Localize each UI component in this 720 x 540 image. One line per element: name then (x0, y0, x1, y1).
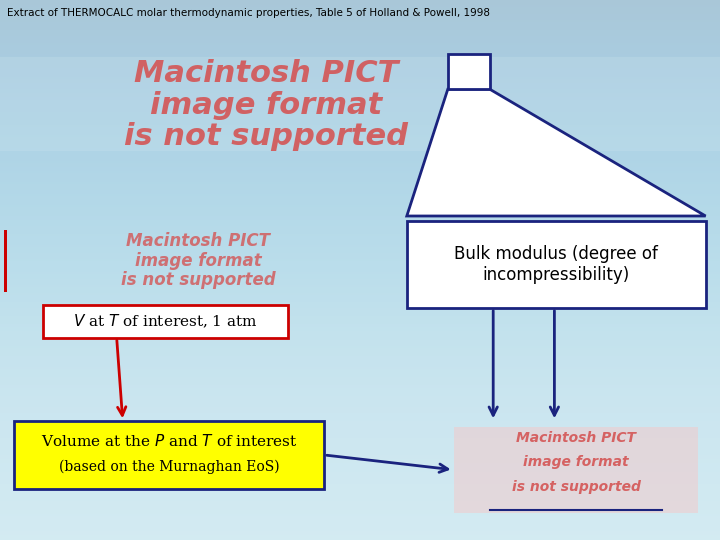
Bar (454, 427, 698, 513)
Bar (14, 421, 324, 489)
Text: is not supported: is not supported (121, 271, 275, 289)
Text: image format: image format (150, 91, 382, 120)
Text: is not supported: is not supported (512, 480, 640, 494)
Text: Macintosh PICT: Macintosh PICT (516, 431, 636, 445)
Bar (0, 57, 720, 151)
Text: Extract of THERMOCALC molar thermodynamic properties, Table 5 of Holland & Powel: Extract of THERMOCALC molar thermodynami… (7, 8, 490, 18)
Polygon shape (407, 89, 706, 216)
Text: Macintosh PICT: Macintosh PICT (134, 59, 399, 89)
Text: (based on the Murnaghan EoS): (based on the Murnaghan EoS) (59, 460, 279, 474)
Text: image format: image format (523, 455, 629, 469)
Text: $V$ at $T$ of interest, 1 atm: $V$ at $T$ of interest, 1 atm (73, 313, 258, 330)
Bar (4, 230, 7, 292)
Bar (448, 54, 490, 89)
Bar (407, 221, 706, 308)
Text: Bulk modulus (degree of
incompressibility): Bulk modulus (degree of incompressibilit… (454, 245, 658, 284)
Text: Macintosh PICT: Macintosh PICT (126, 232, 270, 250)
Text: Volume at the $P$ and $T$ of interest: Volume at the $P$ and $T$ of interest (41, 434, 297, 449)
Text: image format: image format (135, 252, 261, 269)
Text: is not supported: is not supported (125, 122, 408, 151)
Bar (43, 305, 288, 338)
